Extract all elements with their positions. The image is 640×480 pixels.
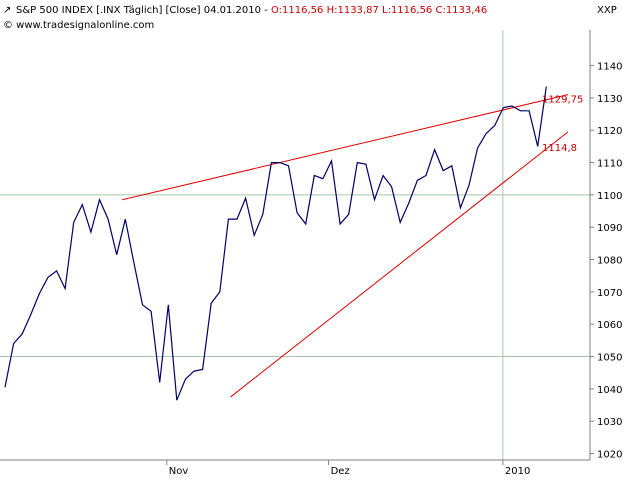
price-series-line [4,86,547,401]
y-tick-label: 1070 [597,288,622,299]
y-tick-label: 1140 [597,62,622,73]
symbol-label: XXP [597,5,617,16]
trendline-lower [230,131,569,398]
y-tick-label: 1050 [597,353,622,364]
ohlc-readout: O:1116,56 H:1133,87 L:1116,56 C:1133,46 [271,5,487,16]
grid [0,30,590,460]
chart-logo-icon: ↗ [3,5,11,16]
instrument-header: S&P 500 INDEX [.INX Täglich] [Close] 04.… [16,5,271,16]
y-tick-label: 1040 [597,385,622,396]
trendlines [122,94,569,398]
y-axis: 1020 1030 1040 1050 1060 1070 1080 1090 1100 1110… [0,30,622,461]
x-tick-label: Nov [169,466,189,477]
trendline-labels: 1129,75 1114,8 [542,95,583,154]
trendline-value-label: 1114,8 [542,143,577,154]
y-tick-label: 1060 [597,320,622,331]
y-tick-label: 1100 [597,191,622,202]
trendline-value-label: 1129,75 [542,95,583,106]
y-tick-label: 1020 [597,450,622,461]
y-tick-label: 1090 [597,223,622,234]
source-label: © www.tradesignalonline.com [3,20,154,31]
y-tick-label: 1120 [597,126,622,137]
svg-text:S&P 500 INDEX [.INX Täglich]: S&P 500 INDEX [.INX Täglich] [Close] 04.… [16,5,487,16]
y-tick-label: 1110 [597,159,622,170]
x-tick-label: Dez [331,466,350,477]
trendline-upper [122,94,569,201]
x-axis: Nov Dez 2010 [166,460,530,477]
y-tick-label: 1030 [597,417,622,428]
x-tick-label: 2010 [505,466,530,477]
y-tick-label: 1080 [597,256,622,267]
y-tick-label: 1130 [597,94,622,105]
